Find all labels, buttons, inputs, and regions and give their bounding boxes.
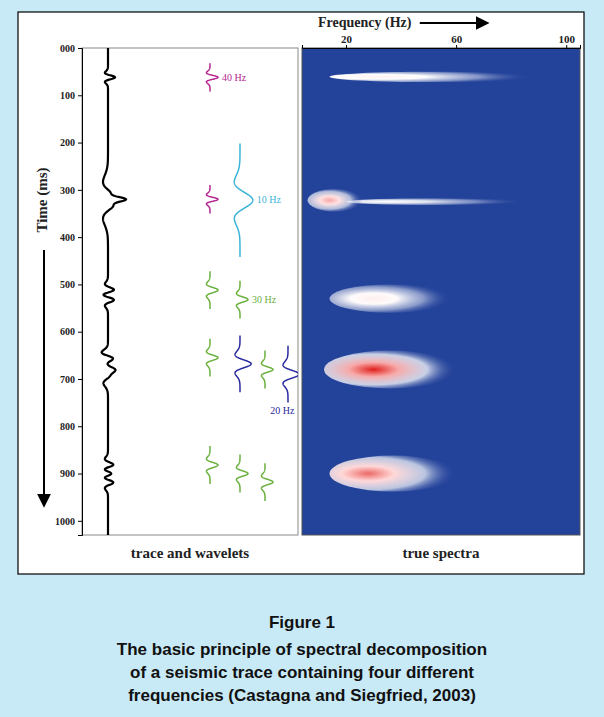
left-marks: [102, 48, 298, 535]
right-marks: [308, 72, 534, 492]
wavelet: [206, 339, 218, 377]
y-tick: 600: [60, 326, 82, 337]
y-tick-label: 200: [60, 137, 75, 148]
caption-figure: Figure 1: [269, 613, 335, 632]
caption-line: of a seismic trace containing four diffe…: [130, 663, 474, 682]
wavelet: [236, 281, 248, 319]
y-tick: 800: [60, 421, 82, 432]
x-tick-label: 100: [558, 33, 575, 45]
y-tick: 300: [60, 185, 82, 196]
x-tick: 20: [341, 33, 353, 48]
wavelet: [206, 185, 218, 213]
right-panel-title: true spectra: [402, 545, 480, 561]
y-tick-mark: [78, 48, 82, 49]
trace: [102, 48, 126, 535]
y-tick-mark: [78, 426, 82, 427]
wavelet: [236, 455, 248, 493]
y-tick-mark: [78, 95, 82, 96]
spectrum-blob: [346, 198, 525, 205]
y-tick-label: 000: [60, 43, 75, 54]
time-arrow: [43, 250, 45, 505]
y-tick-mark: [78, 284, 82, 285]
x-tick: 100: [558, 33, 575, 48]
spectrum-blob: [330, 456, 457, 492]
y-tick-mark: [78, 237, 82, 238]
y-tick-label: 400: [60, 232, 75, 243]
caption-line: frequencies (Castagna and Siegfried, 200…: [128, 686, 476, 705]
y-tick-label: 300: [60, 185, 75, 196]
wavelet: [235, 335, 251, 392]
x-tick-mark: [346, 45, 347, 48]
y-tick-mark: [78, 521, 82, 522]
x-tick: 60: [451, 33, 463, 48]
x-tick-label: 60: [451, 33, 463, 45]
figure-svg: 000 100 200 300 400 500 600 700 800 900 1000 Time (…: [0, 0, 604, 717]
caption-line: The basic principle of spectral decompos…: [117, 640, 487, 659]
background: [0, 0, 604, 717]
y-tick: 400: [60, 232, 82, 243]
y-tick: 900: [60, 468, 82, 479]
y-tick-mark: [78, 143, 82, 144]
wavelet-label: 20 Hz: [270, 405, 295, 416]
x-axis-title: Frequency (Hz): [318, 15, 412, 31]
left-panel-frame: [82, 48, 298, 535]
y-tick-label: 100: [60, 90, 75, 101]
spectrum-blob: [330, 72, 534, 82]
wavelet: [206, 446, 218, 484]
y-tick: 1000: [55, 516, 82, 527]
y-tick: 100: [60, 90, 82, 101]
frequency-arrow: [420, 22, 487, 24]
wavelet: [206, 271, 218, 309]
right-panel-frame: [302, 48, 580, 535]
y-tick-mark: [78, 379, 82, 380]
wavelet: [206, 63, 218, 91]
y-tick-mark: [78, 332, 82, 333]
y-tick-label: 600: [60, 326, 75, 337]
wavelet: [261, 351, 273, 389]
y-tick: 500: [60, 279, 82, 290]
x-tick-mark: [566, 45, 567, 48]
wavelet: [283, 346, 298, 403]
x-axis-line: [303, 45, 581, 49]
y-tick-label: 800: [60, 421, 75, 432]
y-axis-line: [78, 49, 83, 536]
spectrum-blob: [308, 189, 363, 212]
spectrum-blob: [324, 351, 456, 389]
y-tick-label: 900: [60, 468, 75, 479]
y-tick-mark: [78, 190, 82, 191]
y-axis: 000 100 200 300 400 500 600 700 800 900 1000: [55, 43, 83, 536]
spectrum-blob: [330, 284, 451, 312]
wavelet-label: 40 Hz: [222, 72, 247, 83]
figure-box: [18, 12, 584, 574]
wavelet-label: 30 Hz: [252, 294, 277, 305]
y-tick-label: 700: [60, 374, 75, 385]
y-tick-label: 500: [60, 279, 75, 290]
x-axis: 20 60 100: [303, 33, 581, 49]
y-tick: 200: [60, 137, 82, 148]
y-tick-mark: [78, 474, 82, 475]
y-tick: 700: [60, 374, 82, 385]
y-tick-label: 1000: [55, 516, 75, 527]
wavelet: [234, 144, 253, 257]
y-axis-title: Time (ms): [34, 167, 51, 232]
left-panel-title: trace and wavelets: [131, 545, 249, 561]
y-tick: 000: [60, 43, 82, 54]
wavelet-label: 10 Hz: [257, 194, 282, 205]
figure: 000 100 200 300 400 500 600 700 800 900 1000 Time (…: [0, 0, 604, 717]
wavelet: [261, 463, 273, 501]
x-tick-mark: [456, 45, 457, 48]
x-tick-label: 20: [341, 33, 353, 45]
